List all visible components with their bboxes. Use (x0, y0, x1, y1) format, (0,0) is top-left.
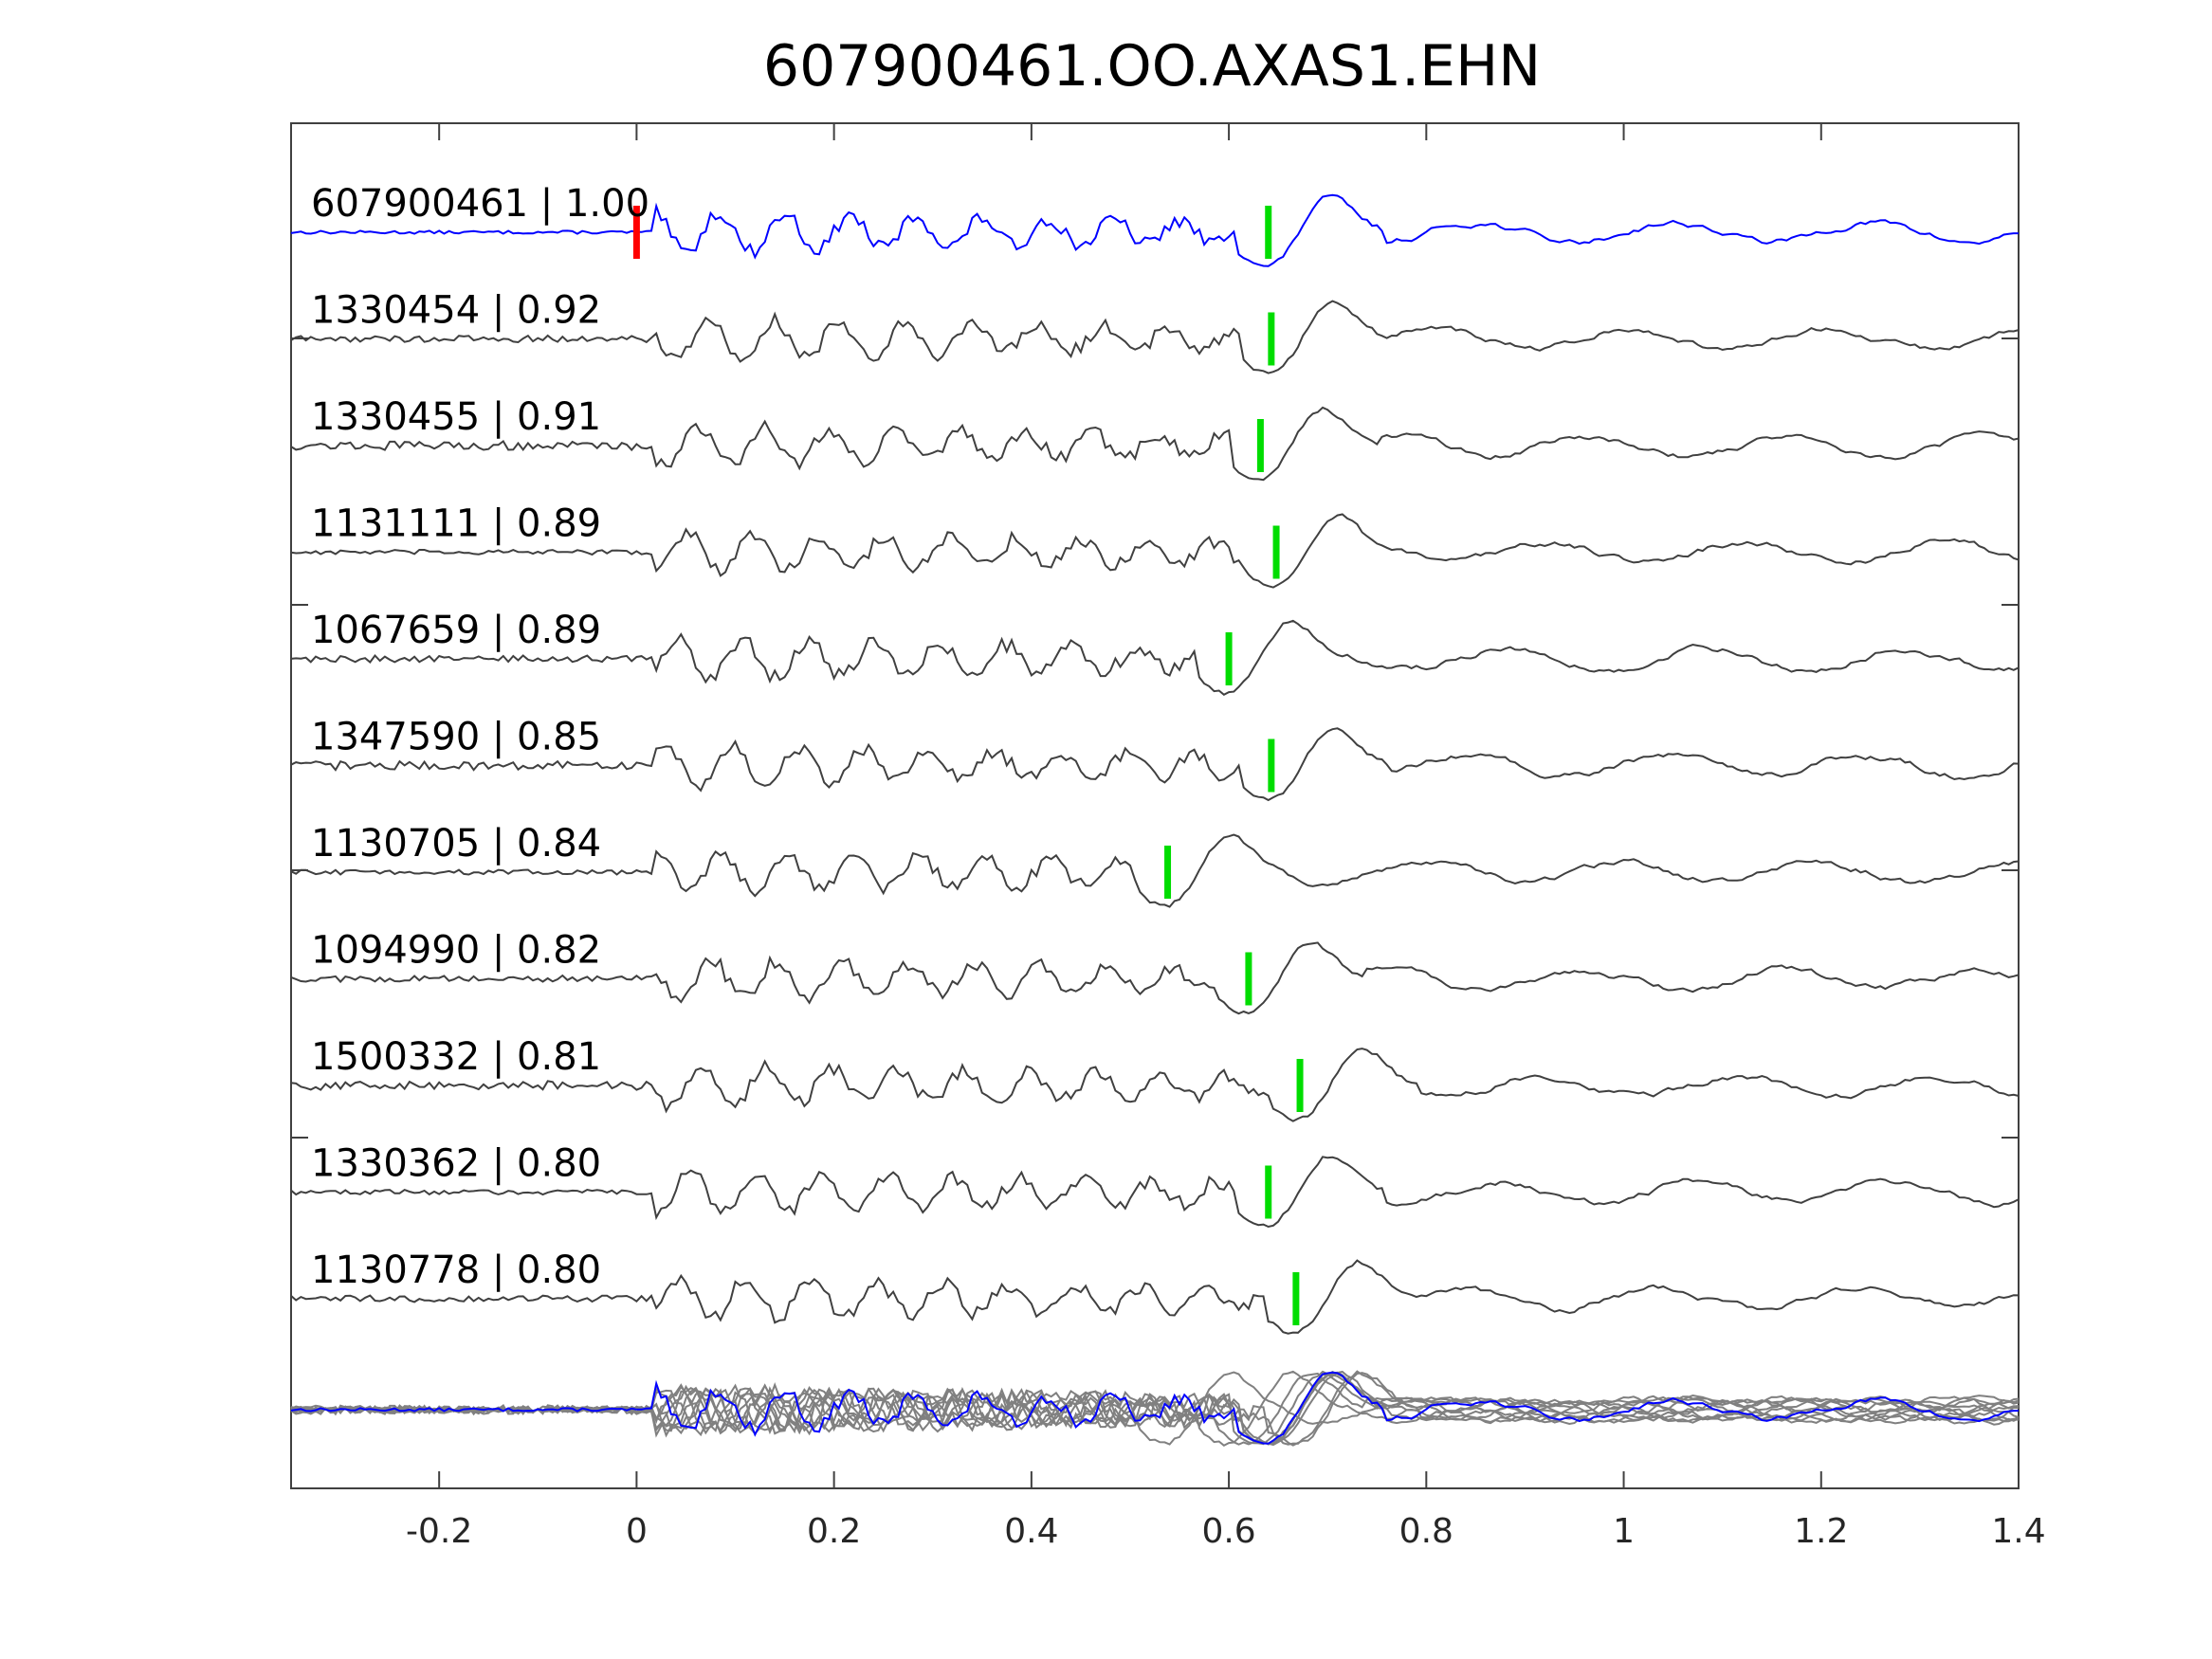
trace-label: 1131111 | 0.89 (311, 502, 601, 546)
trace-labels: 607900461 | 1.00 1330454 | 0.92 1330455 | … (311, 182, 649, 1292)
trace-label: 1330362 | 0.80 (311, 1142, 601, 1186)
traces (290, 193, 2020, 1335)
x-tick-label: 1.2 (1794, 1512, 1848, 1551)
x-tick-label: 1.4 (1991, 1512, 2045, 1551)
stack-trace-1330362 (290, 1373, 2020, 1446)
trace-1347590 (290, 727, 2020, 802)
trace-label: 1067659 | 0.89 (311, 609, 601, 652)
trace-label: 1130778 | 0.80 (311, 1249, 601, 1292)
x-tick-label: 0 (626, 1512, 648, 1551)
picks (632, 206, 1304, 1325)
trace-1130778 (290, 1259, 2020, 1335)
x-tick-label: -0.2 (406, 1512, 472, 1551)
x-tick-label: 0.6 (1201, 1512, 1255, 1551)
trace-label: 1330454 | 0.92 (311, 289, 601, 333)
trace-1330362 (290, 1156, 2020, 1229)
trace-607900461 (290, 193, 2019, 267)
x-tick-label: 0.4 (1004, 1512, 1058, 1551)
x-tick-label: 0.8 (1399, 1512, 1453, 1551)
plot-area (290, 122, 2020, 1489)
trace-1330455 (290, 406, 2020, 482)
stack-trace-607900461 (290, 1371, 2019, 1445)
stacked-traces (290, 1370, 2020, 1447)
x-tick-label: 0.2 (807, 1512, 861, 1551)
trace-1500332 (290, 1048, 2020, 1122)
trace-label: 1094990 | 0.82 (311, 929, 601, 973)
x-tick-label: 1 (1613, 1512, 1635, 1551)
trace-label: 607900461 | 1.00 (311, 182, 649, 226)
x-axis: -0.2 0 0.2 0.4 0.6 0.8 1 1.2 1.4 (291, 123, 2046, 1551)
chart-title: 607900461.OO.AXAS1.EHN (763, 33, 1541, 100)
trace-label: 1130705 | 0.84 (311, 822, 601, 866)
trace-label: 1347590 | 0.85 (311, 716, 601, 759)
trace-1130705 (290, 833, 2020, 908)
trace-1094990 (290, 941, 2020, 1015)
trace-1131111 (290, 513, 2020, 589)
trace-label: 1330455 | 0.91 (311, 395, 601, 439)
trace-label: 1500332 | 0.81 (311, 1035, 601, 1079)
trace-1330454 (290, 300, 2020, 374)
trace-1067659 (290, 619, 2020, 696)
